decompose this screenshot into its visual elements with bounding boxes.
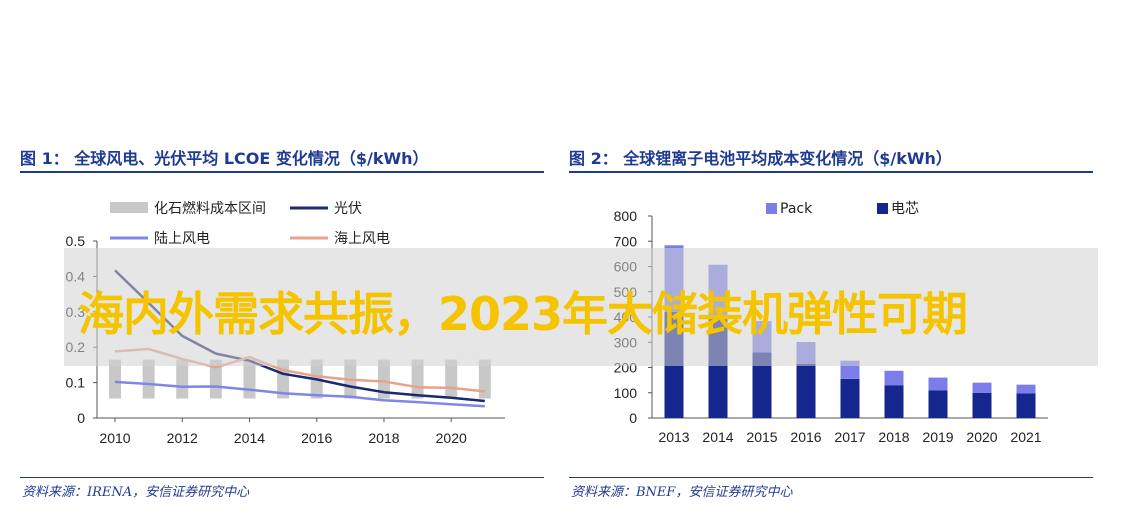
bar-pack bbox=[884, 370, 904, 386]
legend-label: 电芯 bbox=[891, 201, 919, 217]
chart2-x-tick-label: 2019 bbox=[922, 429, 953, 445]
bar-pack bbox=[972, 382, 992, 393]
chart2-x-tick-label: 2013 bbox=[658, 429, 689, 445]
legend-label: Pack bbox=[780, 201, 813, 217]
bar-cell bbox=[752, 352, 772, 418]
chart1-title-rule bbox=[20, 171, 544, 173]
fossil-range-bar bbox=[176, 359, 189, 399]
chart2-x-tick-label: 2018 bbox=[878, 429, 909, 445]
banner-band bbox=[64, 248, 1098, 366]
chart1-x-tick-label: 2018 bbox=[368, 430, 399, 446]
chart1-y-tick-label: 0 bbox=[77, 410, 85, 426]
chart1-title: 图 1： 全球风电、光伏平均 LCOE 变化情况（$/kWh） bbox=[20, 149, 429, 168]
fossil-range-bar bbox=[377, 359, 390, 399]
chart2-y-tick-label: 700 bbox=[614, 233, 638, 249]
chart2-x-tick-label: 2021 bbox=[1010, 429, 1041, 445]
chart1-x-tick-label: 2016 bbox=[301, 430, 332, 446]
chart2-title: 图 2： 全球锂离子电池平均成本变化情况（$/kWh） bbox=[569, 149, 952, 168]
chart1-y-tick-label: 0.5 bbox=[66, 233, 86, 249]
fossil-range-bar bbox=[478, 359, 491, 399]
chart1-x-tick-label: 2010 bbox=[99, 430, 130, 446]
bar-cell bbox=[928, 390, 948, 418]
fossil-range-bar bbox=[209, 359, 222, 399]
chart1-source-rule bbox=[20, 477, 544, 478]
fossil-range-bar bbox=[411, 359, 424, 399]
chart2-x-tick-label: 2014 bbox=[702, 429, 733, 445]
bar-cell bbox=[796, 363, 816, 418]
chart1-source: 资料来源：IRENA，安信证券研究中心 bbox=[22, 485, 250, 500]
legend-swatch-cell bbox=[877, 203, 888, 214]
chart1-y-tick-label: 0.1 bbox=[66, 375, 86, 391]
legend-label: 化石燃料成本区间 bbox=[154, 200, 266, 217]
chart2-source: 资料来源：BNEF，安信证券研究中心 bbox=[571, 485, 793, 500]
series-line-陆上风电 bbox=[114, 380, 485, 408]
fossil-range-bar bbox=[142, 359, 155, 399]
chart2-y-tick-label: 800 bbox=[614, 208, 638, 224]
chart2-x-tick-label: 2020 bbox=[966, 429, 997, 445]
chart2-x-tick-label: 2017 bbox=[834, 429, 865, 445]
legend-label: 海上风电 bbox=[334, 231, 390, 247]
lcoe-line-chart: 00.10.20.30.40.5201020122014201620182020… bbox=[66, 200, 505, 446]
chart2-source-rule bbox=[569, 477, 1093, 478]
legend-label: 陆上风电 bbox=[154, 231, 210, 247]
bar-cell bbox=[840, 378, 860, 418]
chart2-title-rule bbox=[569, 171, 1093, 173]
bar-cell bbox=[884, 385, 904, 418]
fossil-range-bar bbox=[109, 359, 121, 399]
chart1-x-tick-label: 2012 bbox=[167, 430, 198, 446]
chart2-x-tick-label: 2015 bbox=[746, 429, 777, 445]
chart1-x-tick-label: 2020 bbox=[436, 430, 467, 446]
legend-swatch-fossil bbox=[110, 202, 148, 213]
banner-text: 海内外需求共振，2023年大储装机弹性可期 bbox=[78, 287, 968, 341]
chart2-y-tick-label: 0 bbox=[629, 410, 637, 426]
battery-cost-bar-chart: 0100200300400500600700800201320142015201… bbox=[614, 201, 1048, 445]
bar-pack bbox=[1016, 384, 1036, 394]
bar-cell bbox=[972, 392, 992, 418]
legend-swatch-pack bbox=[766, 203, 777, 214]
legend-label: 光伏 bbox=[334, 201, 362, 217]
bar-cell bbox=[1016, 393, 1036, 418]
chart2-y-tick-label: 100 bbox=[614, 385, 638, 401]
chart1-x-tick-label: 2014 bbox=[234, 430, 265, 446]
chart2-x-tick-label: 2016 bbox=[790, 429, 821, 445]
bar-pack bbox=[928, 377, 948, 391]
